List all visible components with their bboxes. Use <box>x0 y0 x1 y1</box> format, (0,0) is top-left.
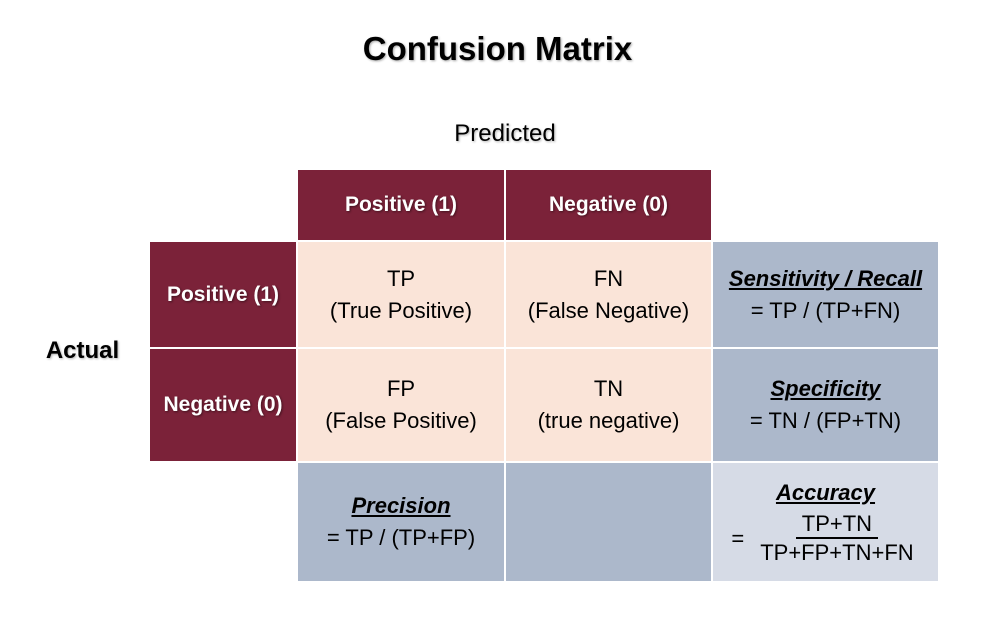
cell-false-negative: FN (False Negative) <box>505 241 712 348</box>
cell-abbr: TP <box>386 265 416 291</box>
row-header-label: Negative (0) <box>163 393 283 416</box>
cell-abbr: FP <box>386 376 416 401</box>
cell-false-positive: FP (False Positive) <box>297 348 505 462</box>
column-header-label: Negative (0) <box>548 193 669 216</box>
metric-formula: = TN / (FP+TN) <box>749 408 902 433</box>
accuracy-formula: = TP+TN TP+FP+TN+FN <box>731 511 919 567</box>
accuracy-numerator: TP+TN <box>795 511 879 539</box>
metric-formula: = TP / (TP+FN) <box>750 297 901 323</box>
metric-name: Specificity <box>770 376 881 401</box>
accuracy-equals: = <box>731 526 745 551</box>
actual-axis-label: Actual <box>45 337 120 364</box>
metric-name: Precision <box>351 493 451 518</box>
accuracy-denominator: TP+FP+TN+FN <box>760 540 914 565</box>
cell-abbr: TN <box>593 376 624 401</box>
accuracy-fraction: TP+TN TP+FP+TN+FN <box>754 511 919 567</box>
column-header-label: Positive (1) <box>344 193 458 216</box>
metric-name: Accuracy <box>775 480 876 505</box>
cell-full: (true negative) <box>537 408 680 433</box>
row-header-negative: Negative (0) <box>149 348 297 462</box>
metric-sensitivity: Sensitivity / Recall = TP / (TP+FN) <box>712 241 939 348</box>
predicted-axis-label: Predicted <box>454 120 556 147</box>
column-header-negative: Negative (0) <box>505 169 712 241</box>
cell-abbr: FN <box>593 265 624 291</box>
row-header-positive: Positive (1) <box>149 241 297 348</box>
row-header-label: Positive (1) <box>166 282 280 306</box>
metric-accuracy: Accuracy = TP+TN TP+FP+TN+FN <box>712 462 939 582</box>
page-title: Confusion Matrix <box>362 30 633 67</box>
empty-cell <box>505 462 712 582</box>
cell-full: (False Positive) <box>325 408 477 433</box>
metric-formula: = TP / (TP+FP) <box>326 525 476 550</box>
metric-name: Sensitivity / Recall <box>728 265 923 291</box>
metric-precision: Precision = TP / (TP+FP) <box>297 462 505 582</box>
column-header-positive: Positive (1) <box>297 169 505 241</box>
cell-full: (False Negative) <box>527 297 690 323</box>
cell-true-negative: TN (true negative) <box>505 348 712 462</box>
cell-true-positive: TP (True Positive) <box>297 241 505 348</box>
cell-full: (True Positive) <box>329 297 473 323</box>
metric-specificity: Specificity = TN / (FP+TN) <box>712 348 939 462</box>
